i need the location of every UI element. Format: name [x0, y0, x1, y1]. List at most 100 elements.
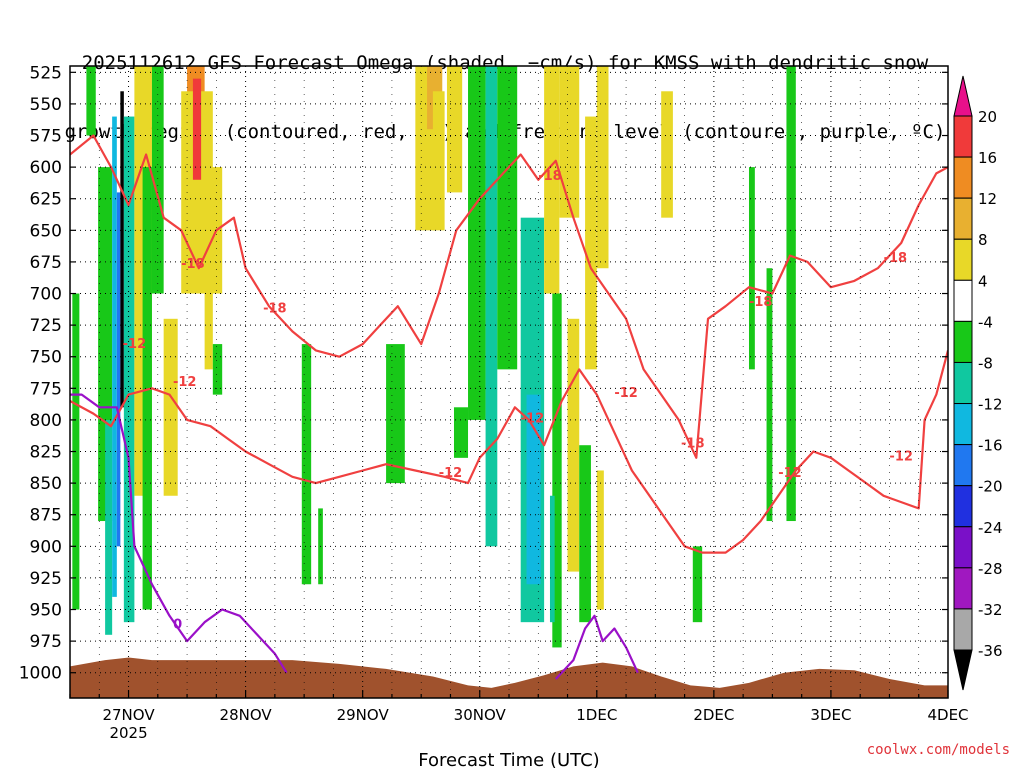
omega-cell — [212, 344, 223, 395]
colorbar-label: -8 — [978, 354, 993, 372]
x-tick-label: 29NOV — [337, 706, 390, 724]
x-tick-label: 1DEC — [576, 706, 617, 724]
omega-cell — [446, 66, 463, 193]
colorbar-swatch — [953, 238, 973, 281]
colorbar-swatch — [953, 320, 973, 363]
y-tick-label: 925 — [30, 569, 62, 589]
dgz-contour-label: -18 — [749, 295, 773, 310]
colorbar-bottom-arrow — [953, 649, 973, 691]
colorbar-label: 4 — [978, 272, 988, 290]
credit-text[interactable]: coolwx.com/models — [866, 742, 1010, 758]
colorbar-swatch — [953, 526, 973, 569]
y-tick-label: 750 — [30, 348, 62, 368]
omega-cell — [116, 192, 121, 547]
omega-cell — [552, 293, 562, 648]
omega-cell — [142, 167, 152, 610]
x-tick-label: 28NOV — [220, 706, 273, 724]
colorbar-swatch — [953, 361, 973, 405]
omega-cell — [204, 293, 213, 370]
omega-cell — [301, 344, 312, 585]
omega-cell — [105, 419, 113, 635]
y-tick-label: 800 — [30, 411, 62, 431]
colorbar-label: -36 — [978, 642, 1003, 660]
colorbar-swatch — [953, 485, 973, 528]
freezing-contour-label: 0 — [173, 617, 182, 632]
omega-cell — [151, 66, 164, 294]
omega-cell — [86, 66, 96, 136]
omega-cell — [453, 407, 469, 458]
omega-cell — [123, 116, 135, 623]
x-axis-label: Forecast Time (UTC) — [418, 750, 599, 768]
y-tick-label: 950 — [30, 601, 62, 621]
dgz-contour-label: -18 — [538, 169, 562, 184]
freezing-level-contour — [70, 393, 288, 674]
omega-cell — [526, 394, 541, 585]
omega-cell — [544, 66, 560, 294]
colorbar-label: 20 — [978, 108, 997, 126]
plot-area: -12 -12 -18 -18 -12 -12 -18 -12 -18 -18 -12 -18 -12 0 — [70, 66, 948, 698]
omega-cell — [386, 344, 405, 484]
x-tick-label: 27NOV — [102, 706, 155, 724]
colorbar-label: -20 — [978, 478, 1003, 496]
dgz-contour-label: -12 — [889, 449, 913, 464]
omega-cell — [468, 66, 486, 420]
omega-cell — [432, 91, 445, 231]
omega-cell — [559, 66, 580, 218]
dgz-isotherm-m18 — [70, 134, 948, 459]
colorbar-swatch — [953, 197, 973, 240]
omega-cell — [766, 268, 773, 522]
colorbar: 20 16 12 8 4 -4 -8 -12 -16 -20 -24 -28 -32 -36 — [953, 75, 1003, 691]
y-tick-label: 575 — [30, 127, 62, 147]
colorbar-label: 8 — [978, 231, 988, 249]
omega-cell — [112, 116, 117, 597]
omega-cell — [579, 445, 591, 623]
colorbar-label: 16 — [978, 149, 997, 167]
dgz-contour-label: -12 — [778, 466, 802, 481]
y-tick-label: 900 — [30, 537, 62, 557]
omega-cell — [661, 91, 673, 218]
colorbar-top-arrow — [953, 75, 973, 117]
y-tick-label: 650 — [30, 221, 62, 241]
y-tick-label: 875 — [30, 506, 62, 526]
colorbar-label: -32 — [978, 601, 1003, 619]
y-axis: 525 550 575 600 625 650 675 700 725 750 775 800 825 8… — [19, 63, 948, 684]
chart-title-line1: 2025112612 GFS Forecast Omega (shaded, −… — [81, 52, 929, 74]
omega-cell — [748, 167, 755, 370]
dgz-contour-label: -12 — [439, 466, 463, 481]
y-tick-label: 625 — [30, 190, 62, 210]
x-tick-label: 4DEC — [927, 706, 968, 724]
y-tick-label: 975 — [30, 632, 62, 652]
dgz-contour-label: -18 — [181, 257, 205, 272]
omega-cell — [786, 66, 796, 522]
colorbar-label: -28 — [978, 560, 1003, 578]
colorbar-swatch — [953, 156, 973, 199]
colorbar-swatch — [953, 608, 973, 651]
y-tick-label: 775 — [30, 379, 62, 399]
omega-cell — [596, 66, 609, 269]
dgz-contour-label: -18 — [263, 301, 287, 316]
omega-cell — [497, 66, 518, 370]
colorbar-label: -16 — [978, 437, 1003, 455]
y-tick-label: 675 — [30, 253, 62, 273]
dgz-contour-label: -12 — [521, 411, 545, 426]
y-tick-label: 725 — [30, 316, 62, 336]
colorbar-swatch — [953, 279, 973, 322]
x-tick-label: 30NOV — [454, 706, 507, 724]
omega-cell — [192, 78, 202, 180]
colorbar-label: -24 — [978, 519, 1003, 537]
terrain-area — [70, 657, 948, 698]
chart-title: 2025112612 GFS Forecast Omega (shaded, −… — [0, 6, 1010, 167]
colorbar-swatch — [953, 115, 973, 158]
dgz-isotherm-m12 — [70, 350, 948, 554]
colorbar-label: -4 — [978, 313, 993, 331]
y-tick-label: 1000 — [19, 664, 62, 684]
omega-cell — [596, 470, 604, 610]
omega-cell — [692, 546, 703, 623]
dgz-contour-label: -18 — [884, 251, 908, 266]
colorbar-label: 12 — [978, 190, 997, 208]
colorbar-swatch — [953, 444, 973, 487]
colorbar-swatch — [953, 567, 973, 610]
chart-title-line2: growth region (contoured, red, ºC) and f… — [64, 121, 946, 143]
